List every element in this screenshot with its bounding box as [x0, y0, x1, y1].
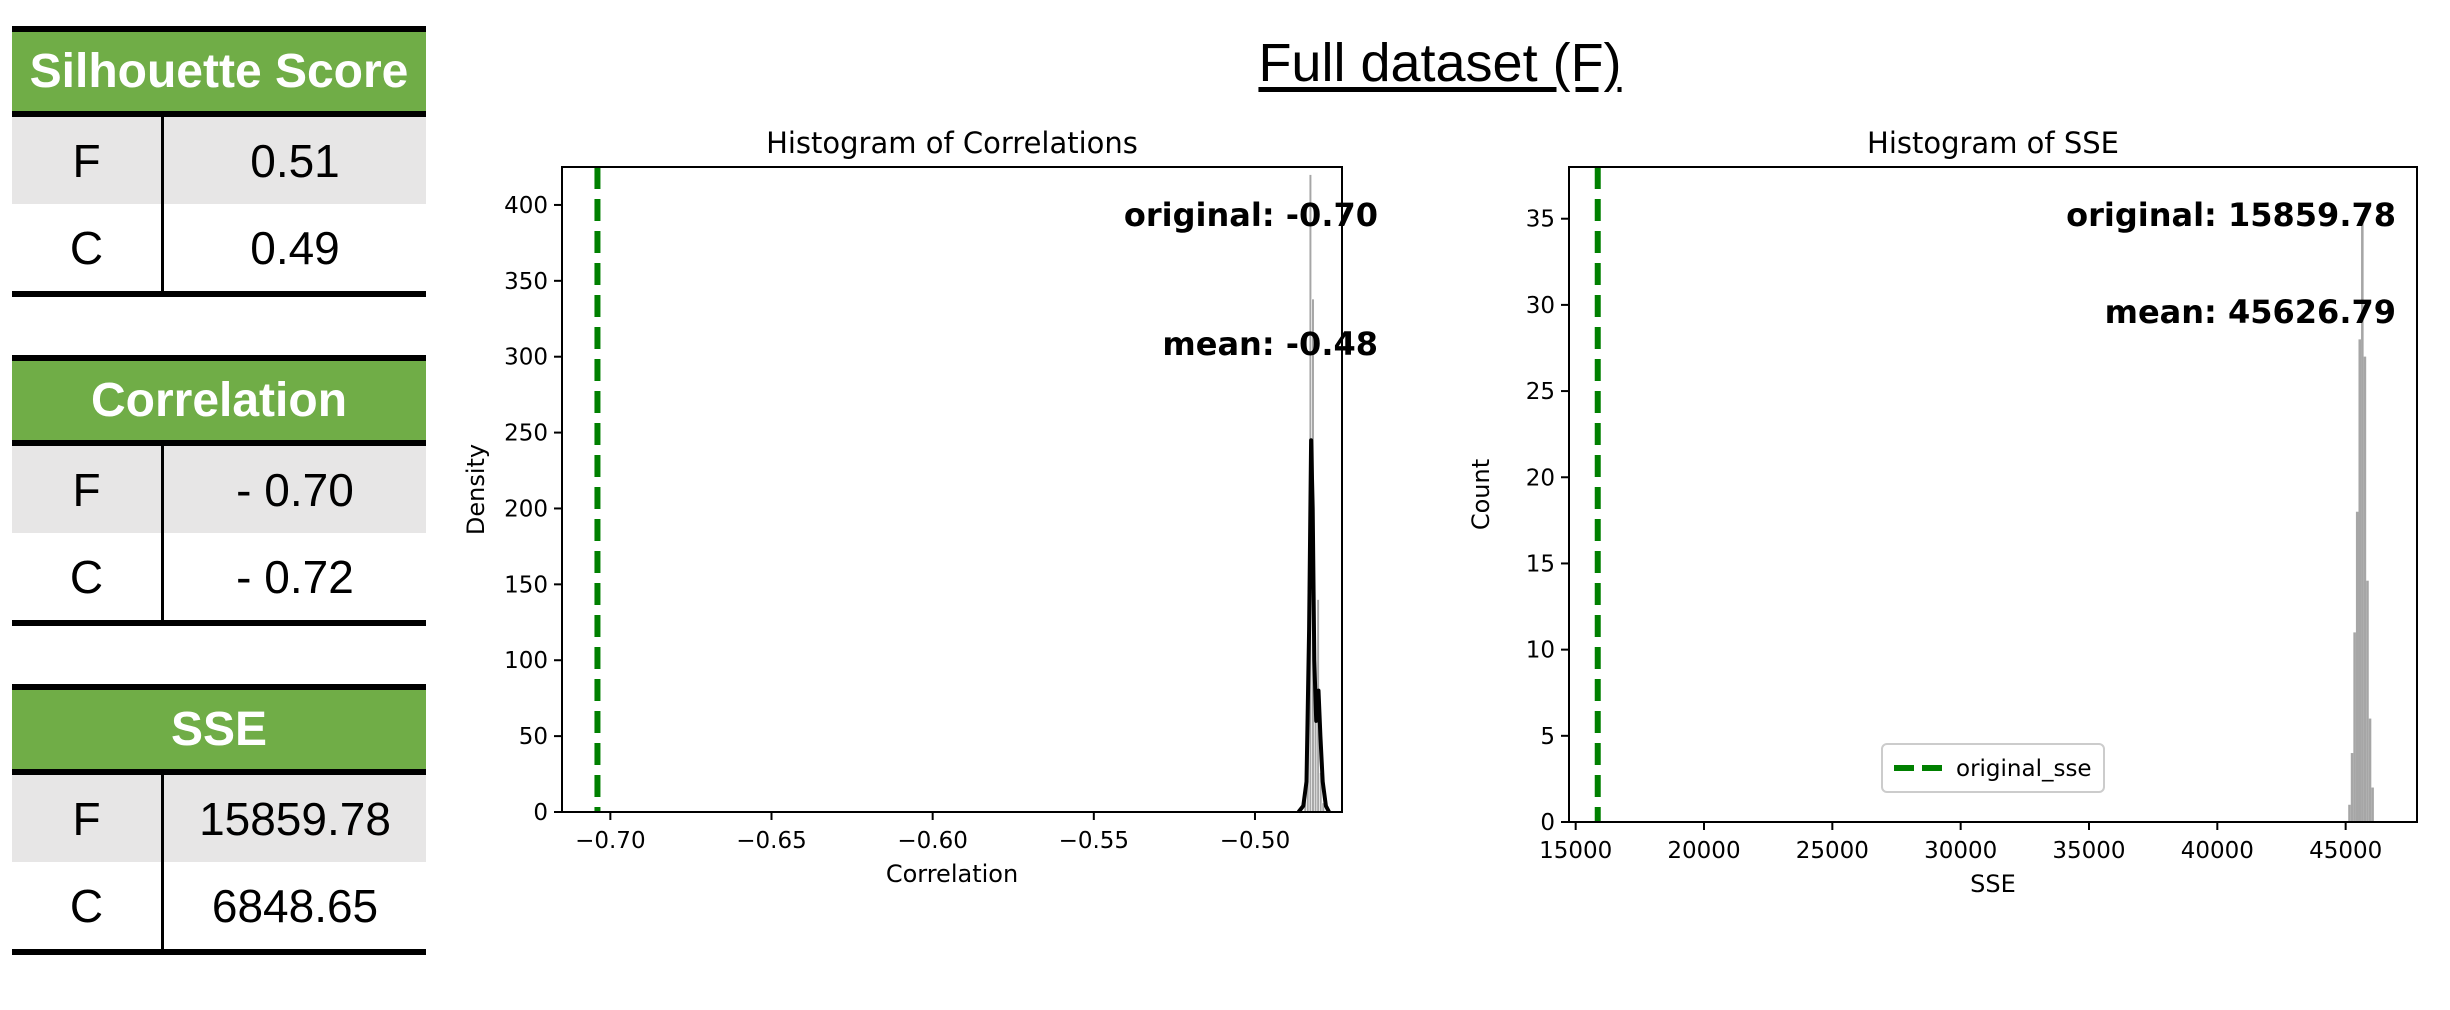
- sse-histogram-chart: Histogram of SSE 15000 20000 25000 30000 3500…: [1467, 126, 2418, 898]
- y-tick-label: 30: [1526, 293, 1555, 319]
- x-tick-label: 45000: [2309, 838, 2382, 864]
- row-key: C: [12, 533, 164, 620]
- table-bottom-rule: [12, 949, 426, 955]
- y-tick-label: 10: [1526, 638, 1555, 664]
- y-tick-label: 20: [1526, 465, 1555, 491]
- y-tick-label: 0: [533, 800, 548, 826]
- kde-line: [1296, 438, 1331, 814]
- histogram-bar: [2358, 339, 2362, 822]
- x-tick-label: −0.55: [1059, 828, 1129, 854]
- y-tick-label: 200: [504, 496, 548, 522]
- table-header: Silhouette Score: [12, 26, 426, 117]
- y-tick-label: 0: [1540, 810, 1555, 836]
- plot-frame: [1568, 166, 2418, 823]
- histogram-bar: [2355, 511, 2359, 822]
- original-annotation: original: 15859.78: [2066, 196, 2396, 234]
- y-tick-label: 100: [504, 648, 548, 674]
- table-bottom-rule: [12, 291, 426, 297]
- row-value: 15859.78: [199, 792, 391, 845]
- histogram-bar: [2353, 632, 2356, 822]
- legend-label: original_sse: [1956, 756, 2092, 782]
- x-axis-label: Correlation: [886, 860, 1018, 888]
- y-tick-label: 5: [1540, 724, 1555, 750]
- table-row: C 0.49: [12, 204, 426, 291]
- row-value: 6848.65: [211, 879, 379, 932]
- table-row: F - 0.70: [12, 446, 426, 533]
- table-bottom-rule: [12, 620, 426, 626]
- chart-title: Histogram of Correlations: [766, 126, 1138, 160]
- row-value: - 0.70: [236, 463, 354, 516]
- x-tick-label: 35000: [2052, 838, 2125, 864]
- correlation-histogram-chart: Histogram of Correlations −0.70 −0.65 −0.60…: [462, 126, 1378, 888]
- original-annotation: original: -0.70: [1124, 196, 1378, 234]
- table-header: SSE: [12, 684, 426, 775]
- y-tick-label: 15: [1526, 551, 1555, 577]
- table-header: Correlation: [12, 355, 426, 446]
- histogram-bar: [2368, 718, 2372, 822]
- table-row: F 15859.78: [12, 775, 426, 862]
- histogram-bar: [2366, 580, 2369, 822]
- x-tick-label: 25000: [1796, 838, 1869, 864]
- y-tick-label: 50: [519, 724, 548, 750]
- y-tick-label: 400: [504, 193, 548, 219]
- legend-box: [1881, 743, 2105, 793]
- y-tick-label: 350: [504, 269, 548, 295]
- plot-frame: [561, 166, 1343, 813]
- y-tick-label: 150: [504, 572, 548, 598]
- page-title: Full dataset (F): [1258, 33, 1622, 93]
- x-tick-label: −0.70: [575, 828, 645, 854]
- x-axis-label: SSE: [1970, 870, 2016, 898]
- row-value: 0.49: [250, 221, 340, 274]
- row-key: F: [12, 775, 164, 862]
- x-tick-label: −0.50: [1220, 828, 1290, 854]
- y-axis-label: Count: [1467, 459, 1495, 530]
- row-key: C: [12, 204, 164, 291]
- table-row: F 0.51: [12, 117, 426, 204]
- row-value: - 0.72: [236, 550, 354, 603]
- sse-table: SSE F 15859.78 C 6848.65: [12, 684, 426, 955]
- y-tick-label: 25: [1526, 379, 1555, 405]
- x-tick-label: −0.60: [897, 828, 967, 854]
- x-tick-label: 40000: [2181, 838, 2254, 864]
- x-tick-label: −0.65: [736, 828, 806, 854]
- table-row: C 6848.65: [12, 862, 426, 949]
- mean-annotation: mean: -0.48: [1162, 325, 1378, 363]
- row-key: C: [12, 862, 164, 949]
- y-tick-label: 35: [1526, 207, 1555, 233]
- x-tick-label: 20000: [1667, 838, 1740, 864]
- correlation-table: Correlation F - 0.70 C - 0.72: [12, 355, 426, 626]
- x-tick-label: 15000: [1539, 838, 1612, 864]
- row-key: F: [12, 446, 164, 533]
- histogram-bar: [2361, 218, 2364, 823]
- x-tick-label: 30000: [1924, 838, 1997, 864]
- histogram-bar: [2363, 356, 2367, 822]
- chart-title: Histogram of SSE: [1867, 126, 2119, 160]
- y-tick-label: 250: [504, 421, 548, 447]
- mean-annotation: mean: 45626.79: [2105, 293, 2396, 331]
- y-axis-label: Density: [462, 444, 490, 535]
- row-value: 0.51: [250, 134, 340, 187]
- table-row: C - 0.72: [12, 533, 426, 620]
- histogram-bar: [2371, 787, 2374, 822]
- row-key: F: [12, 117, 164, 204]
- y-tick-label: 300: [504, 345, 548, 371]
- silhouette-table: Silhouette Score F 0.51 C 0.49: [12, 26, 426, 297]
- histogram-bar: [2350, 753, 2354, 822]
- histogram-bar: [2348, 804, 2351, 822]
